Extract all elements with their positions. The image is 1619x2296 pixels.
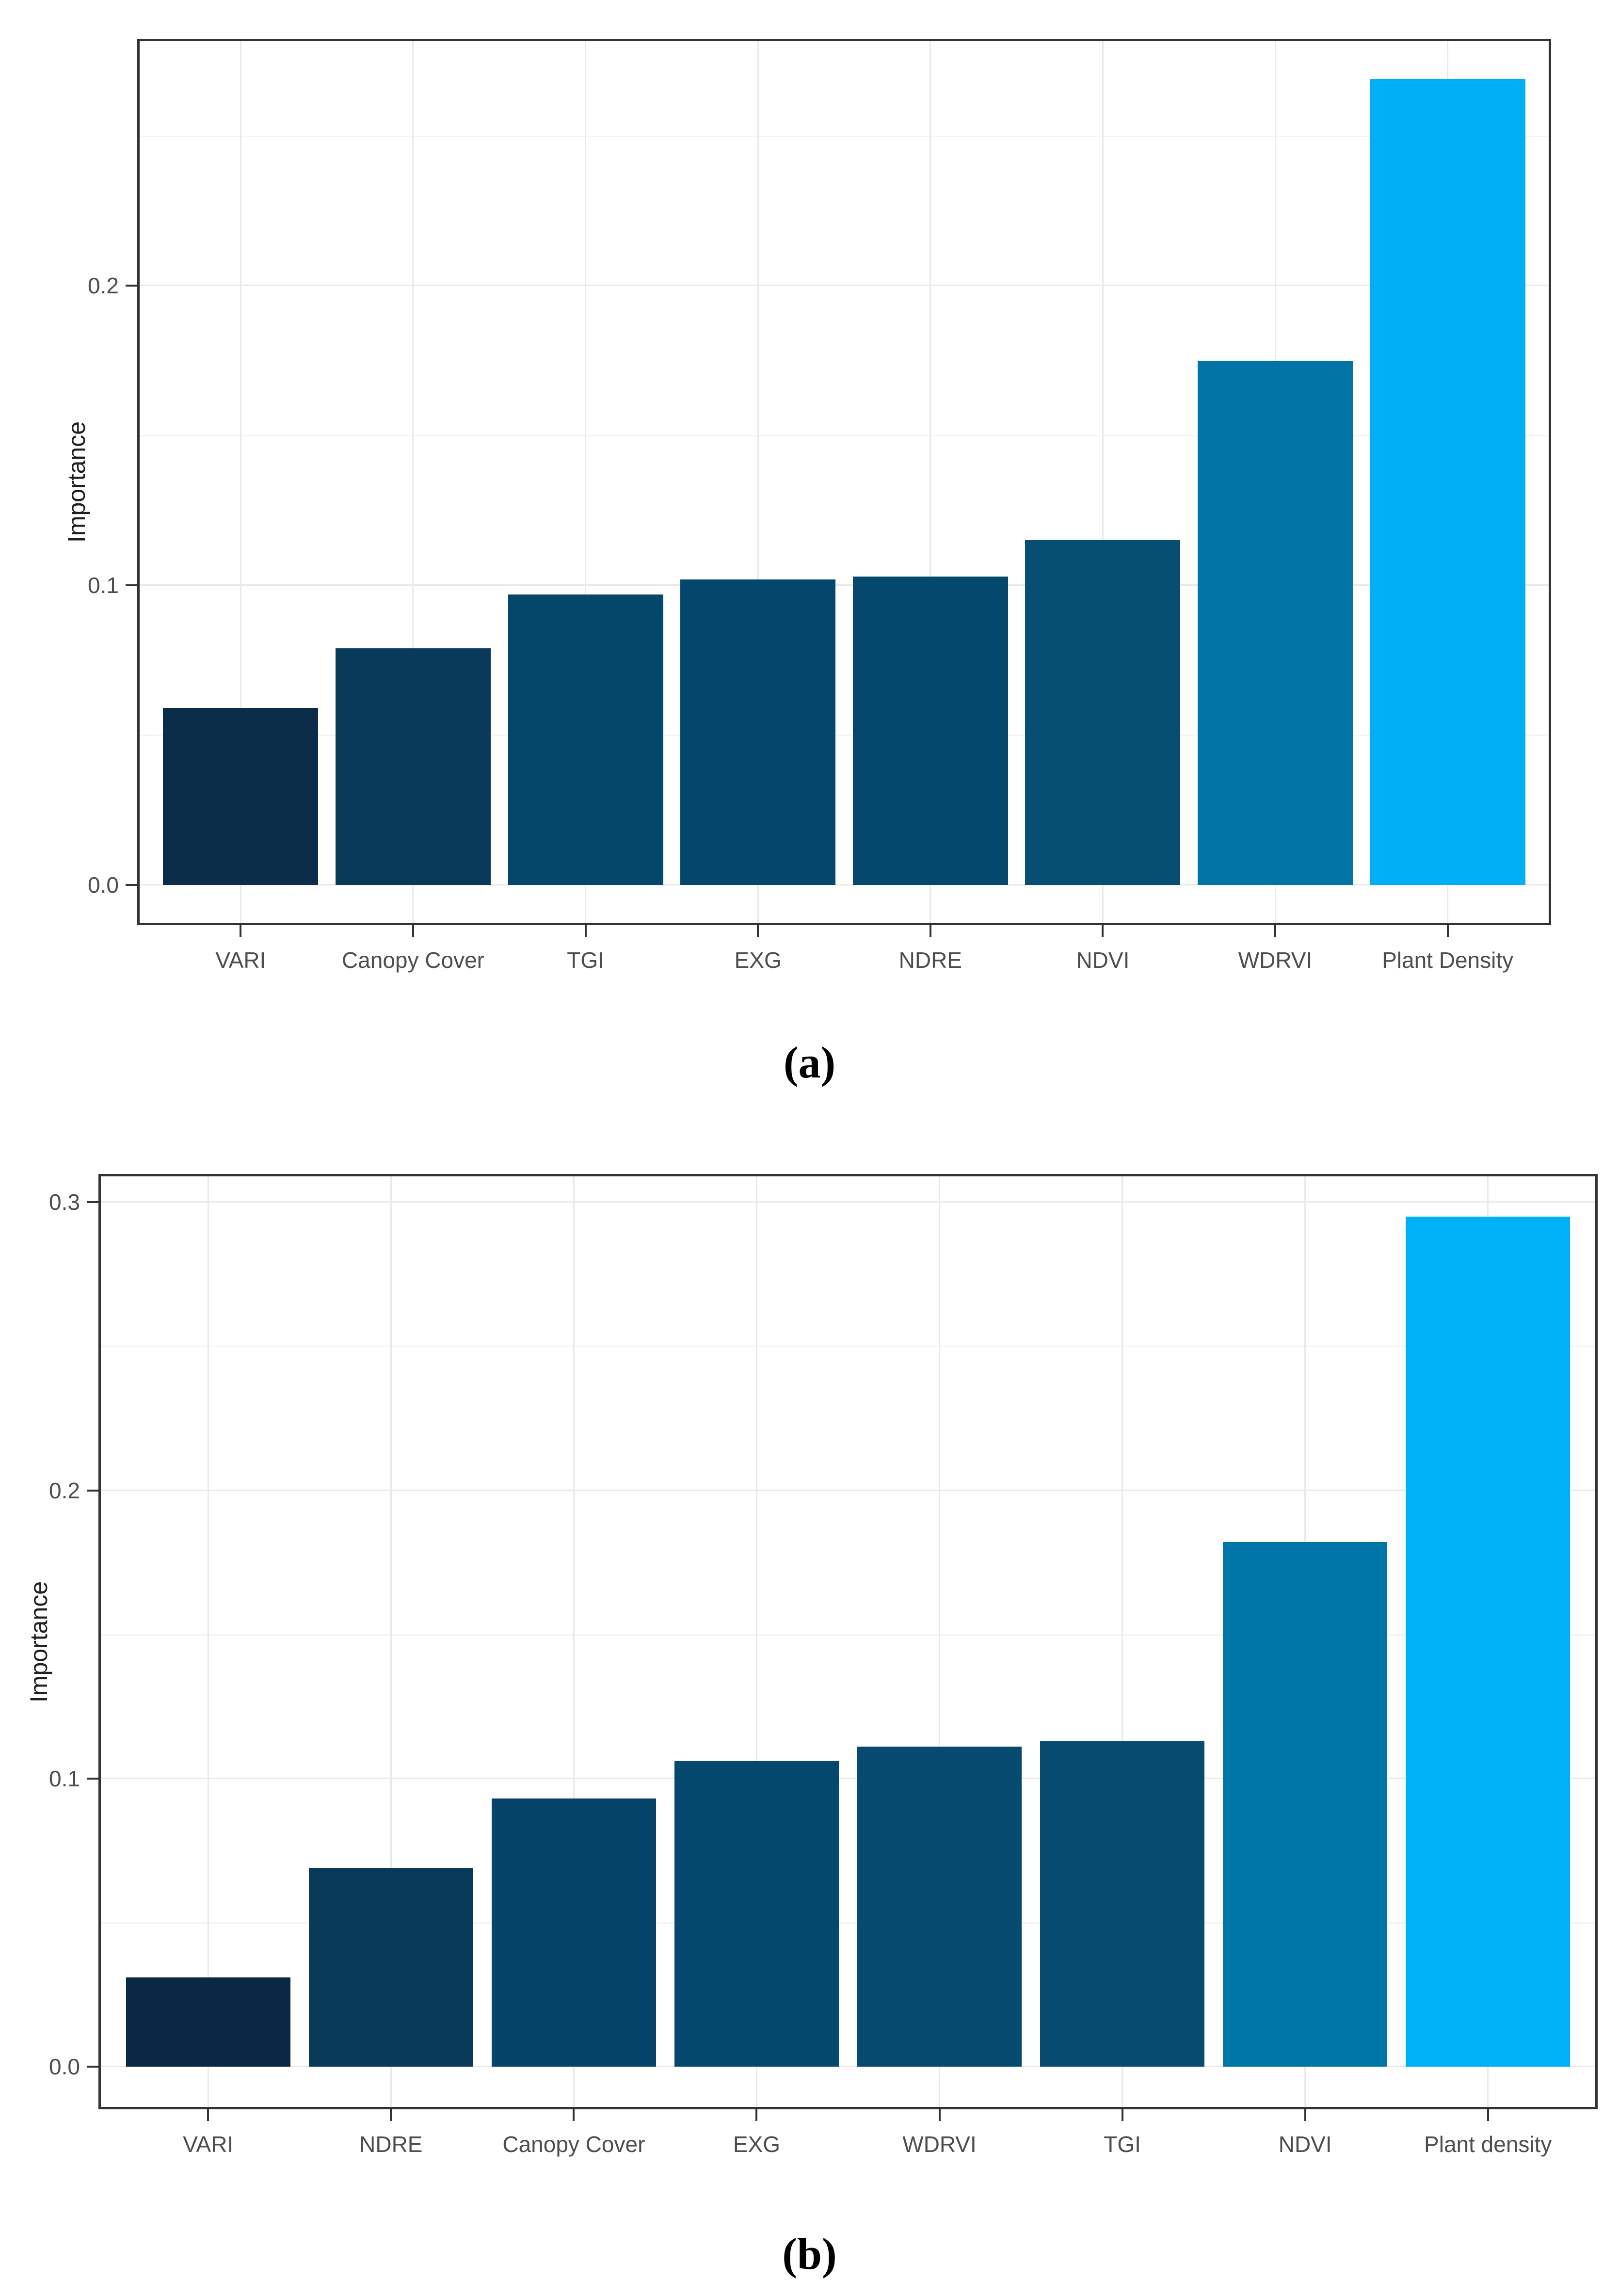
x-tick-mark (412, 925, 414, 937)
x-gridline-major (240, 39, 241, 925)
x-tick-mark (938, 2109, 941, 2121)
y-gridline-major (137, 584, 1551, 586)
x-tick-label: EXG (733, 2132, 781, 2157)
x-tick-label: NDVI (1278, 2132, 1332, 2157)
x-tick-label: TGI (567, 947, 604, 973)
x-tick-mark (240, 925, 242, 937)
y-gridline-major (98, 1489, 1598, 1491)
x-tick-label: VARI (183, 2132, 234, 2157)
x-tick-label: TGI (1104, 2132, 1141, 2157)
y-tick-mark (87, 1201, 98, 1204)
x-gridline-major (930, 39, 931, 925)
x-gridline-major (585, 39, 587, 925)
y-gridline-major (98, 1201, 1598, 1203)
x-tick-mark (757, 925, 759, 937)
x-tick-label: NDVI (1076, 947, 1130, 973)
bar-plant-density (1370, 79, 1525, 885)
y-tick-label: 0.2 (49, 1477, 80, 1503)
x-tick-label: Plant Density (1382, 947, 1514, 973)
x-gridline-major (412, 39, 414, 925)
caption-b: (b) (782, 2229, 837, 2279)
x-tick-label: WDRVI (902, 2132, 977, 2157)
y-tick-label: 0.0 (49, 2054, 80, 2080)
bar-exg (674, 1761, 839, 2067)
x-tick-mark (584, 925, 587, 937)
y-tick-label: 0.2 (88, 273, 119, 299)
x-tick-mark (1487, 2109, 1489, 2121)
x-tick-label: EXG (734, 947, 782, 973)
y-tick-mark (87, 2066, 98, 2068)
y-gridline-minor (98, 1922, 1598, 1924)
bar-canopy-cover (491, 1798, 657, 2067)
x-tick-label: NDRE (359, 2132, 423, 2157)
x-gridline-major (755, 1174, 757, 2109)
bar-ndre (308, 1868, 473, 2067)
y-gridline-minor (137, 734, 1551, 736)
bar-vari (163, 708, 319, 885)
x-tick-mark (1274, 925, 1277, 937)
x-gridline-major (390, 1174, 392, 2109)
bar-wdrvi (1198, 360, 1353, 885)
y-tick-label: 0.0 (88, 872, 119, 898)
y-gridline-minor (137, 135, 1551, 137)
y-gridline-major (98, 2066, 1598, 2068)
y-axis-title: Importance (25, 1581, 52, 1702)
bar-tgi (508, 594, 663, 885)
x-gridline-major (1102, 39, 1104, 925)
y-tick-label: 0.1 (49, 1766, 80, 1791)
x-tick-label: WDRVI (1238, 947, 1313, 973)
x-gridline-major (1122, 1174, 1123, 2109)
bar-ndvi (1025, 540, 1181, 885)
bar-tgi (1040, 1741, 1205, 2067)
y-tick-label: 0.3 (49, 1189, 80, 1215)
x-tick-mark (755, 2109, 758, 2121)
y-tick-label: 0.1 (88, 573, 119, 598)
y-gridline-major (137, 883, 1551, 885)
y-tick-mark (87, 1489, 98, 1492)
bar-vari (126, 1977, 290, 2067)
x-gridline-major (573, 1174, 575, 2109)
x-tick-mark (1446, 925, 1449, 937)
chart-panel (137, 39, 1551, 925)
x-tick-mark (929, 925, 931, 937)
x-tick-mark (1121, 2109, 1123, 2121)
y-gridline-minor (98, 1346, 1598, 1348)
x-tick-label: Canopy Cover (341, 947, 484, 973)
caption-a: (a) (783, 1038, 836, 1087)
y-gridline-major (98, 1777, 1598, 1779)
y-tick-mark (126, 584, 137, 587)
x-tick-label: Plant density (1424, 2132, 1552, 2157)
bar-ndvi (1223, 1542, 1388, 2067)
bar-canopy-cover (335, 648, 491, 885)
y-gridline-minor (98, 1634, 1598, 1636)
bar-ndre (852, 576, 1008, 885)
x-gridline-major (939, 1174, 941, 2109)
y-tick-mark (87, 1777, 98, 1780)
bar-exg (680, 579, 836, 885)
x-tick-label: Canopy Cover (502, 2132, 645, 2157)
x-tick-mark (573, 2109, 575, 2121)
x-tick-label: NDRE (898, 947, 962, 973)
bar-plant-density (1406, 1216, 1571, 2067)
chart-panel (98, 1174, 1598, 2109)
y-gridline-minor (137, 435, 1551, 437)
bar-wdrvi (857, 1747, 1022, 2067)
y-tick-mark (126, 883, 137, 886)
x-tick-mark (1304, 2109, 1306, 2121)
x-tick-label: VARI (215, 947, 266, 973)
x-tick-mark (207, 2109, 209, 2121)
x-tick-mark (1102, 925, 1104, 937)
y-tick-mark (126, 285, 137, 287)
y-gridline-major (137, 285, 1551, 287)
x-tick-mark (390, 2109, 392, 2121)
x-gridline-major (757, 39, 759, 925)
x-gridline-major (207, 1174, 209, 2109)
